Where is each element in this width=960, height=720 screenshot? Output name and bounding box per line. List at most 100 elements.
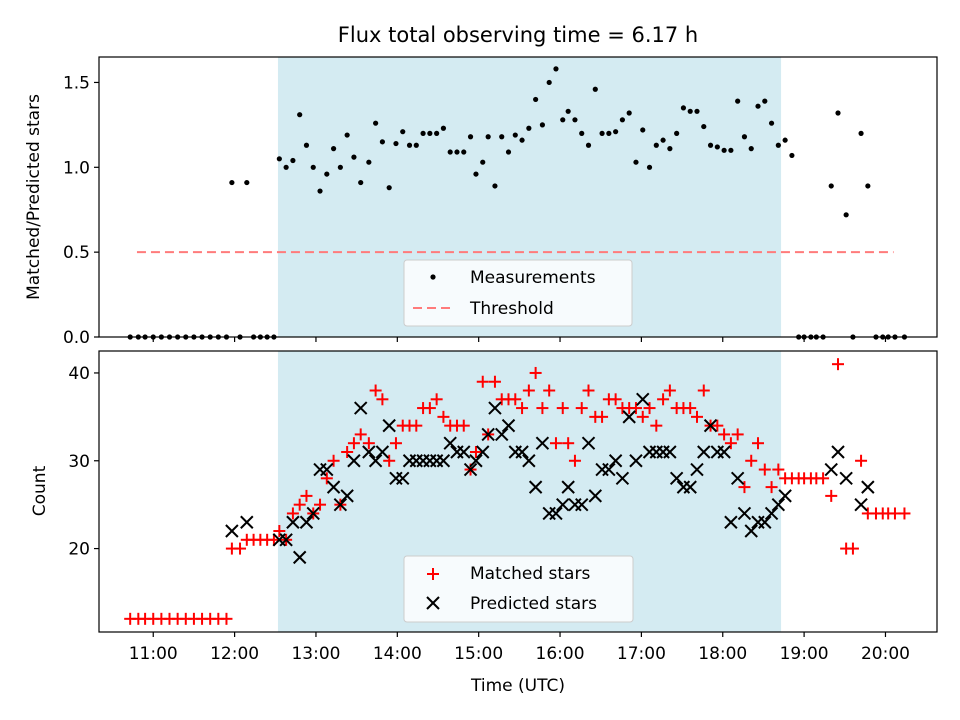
- legend-matched-label: Matched stars: [470, 564, 590, 584]
- matched-star-point: [855, 454, 868, 467]
- predicted-star-point: [375, 445, 390, 459]
- top-legend-box: [403, 259, 633, 327]
- x-tick-label: 20:00: [861, 644, 910, 664]
- x-tick-label: 17:00: [617, 644, 666, 664]
- measurement-point: [406, 142, 413, 148]
- bottom-legend-box: [403, 555, 634, 623]
- matched-star-point: [273, 525, 286, 538]
- predicted-star-point: [556, 497, 570, 512]
- predicted-star-point: [476, 445, 490, 459]
- measurement-point: [721, 147, 727, 153]
- predicted-star-point: [839, 471, 853, 486]
- predicted-star-point: [396, 471, 410, 486]
- measurement-point: [499, 134, 505, 140]
- measurement-point: [324, 171, 330, 177]
- matched-star-point: [562, 437, 575, 450]
- matched-star-point: [718, 428, 731, 441]
- predicted-star-point: [602, 462, 616, 477]
- x-tick-label: 11:00: [129, 644, 178, 664]
- top-y-tick-label: 0.5: [63, 243, 90, 263]
- predicted-star-point: [771, 497, 786, 512]
- measurement-point: [276, 156, 282, 162]
- measurement-point: [440, 125, 447, 131]
- measurement-point: [626, 110, 632, 116]
- predicted-star-point: [636, 392, 650, 407]
- measurement-point: [505, 149, 512, 155]
- measurement-point: [741, 134, 748, 140]
- measurement-point: [526, 125, 532, 131]
- matched-star-point: [643, 402, 656, 415]
- matched-star-point: [410, 419, 423, 432]
- matched-star-point: [354, 428, 367, 441]
- matched-star-point: [711, 419, 724, 432]
- matched-star-point: [636, 410, 649, 423]
- predicted-star-point: [347, 454, 361, 468]
- measurement-point: [386, 185, 392, 191]
- predicted-star-point: [306, 506, 320, 521]
- matched-star-point: [731, 428, 744, 441]
- matched-star-point: [752, 437, 765, 450]
- predicted-star-point: [240, 515, 254, 529]
- predicted-star-point: [717, 445, 731, 459]
- measurement-point: [653, 142, 659, 148]
- matched-star-point: [437, 410, 450, 423]
- predicted-star-point: [326, 480, 341, 494]
- matched-star-point: [690, 410, 703, 423]
- matched-star-point: [724, 437, 737, 450]
- measurement-point: [707, 142, 714, 148]
- x-tick-label: 18:00: [698, 644, 747, 664]
- matched-star-point: [697, 384, 710, 397]
- matched-star-point: [663, 384, 676, 397]
- predicted-star-point: [488, 401, 502, 415]
- measurement-point: [317, 188, 323, 194]
- legend-matched-marker: [427, 568, 439, 580]
- predicted-star-point: [353, 401, 368, 415]
- predicted-star-point: [669, 471, 684, 486]
- measurement-point: [762, 98, 768, 104]
- matched-star-point: [476, 375, 489, 388]
- bottom-axes-frame: [98, 350, 938, 633]
- measurement-point: [619, 117, 626, 123]
- matched-star-point: [430, 393, 443, 406]
- measurement-point: [454, 149, 460, 155]
- measurement-point: [755, 103, 761, 109]
- measurement-point: [344, 132, 350, 138]
- matched-star-point: [817, 472, 830, 485]
- matched-star-point: [738, 481, 751, 494]
- measurement-point: [366, 159, 372, 165]
- measurement-point: [865, 183, 871, 189]
- measurement-point: [413, 142, 419, 148]
- x-tick-label: 15:00: [454, 644, 503, 664]
- x-axis-label: Time (UTC): [470, 676, 565, 696]
- matched-star-point: [314, 498, 327, 511]
- measurement-point: [358, 179, 364, 186]
- matched-star-point: [556, 402, 569, 415]
- predicted-star-point: [515, 445, 529, 459]
- matched-star-point: [267, 533, 280, 546]
- matched-star-point: [509, 393, 522, 406]
- predicted-star-point: [861, 480, 875, 494]
- predicted-star-point: [340, 489, 354, 503]
- measurement-point: [585, 142, 592, 148]
- top-axes-frame: [98, 56, 938, 338]
- predicted-star-point: [697, 445, 711, 459]
- predicted-star-point: [299, 515, 314, 529]
- predicted-star-point: [764, 506, 779, 521]
- predicted-star-point: [629, 454, 643, 468]
- measurement-point: [694, 108, 700, 114]
- measurement-point: [660, 137, 666, 143]
- legend-predicted-marker: [426, 596, 440, 610]
- matched-star-point: [846, 542, 859, 555]
- predicted-star-point: [730, 471, 745, 486]
- matched-star-point: [772, 463, 785, 476]
- measurement-point: [835, 110, 841, 116]
- predicted-star-point: [501, 418, 516, 433]
- predicted-star-point: [737, 506, 752, 521]
- matched-star-point: [529, 366, 542, 379]
- predicted-star-point: [463, 462, 478, 477]
- measurement-point: [768, 120, 775, 126]
- predicted-star-point: [561, 480, 575, 494]
- matched-star-point: [522, 384, 535, 397]
- matched-star-point: [609, 393, 622, 406]
